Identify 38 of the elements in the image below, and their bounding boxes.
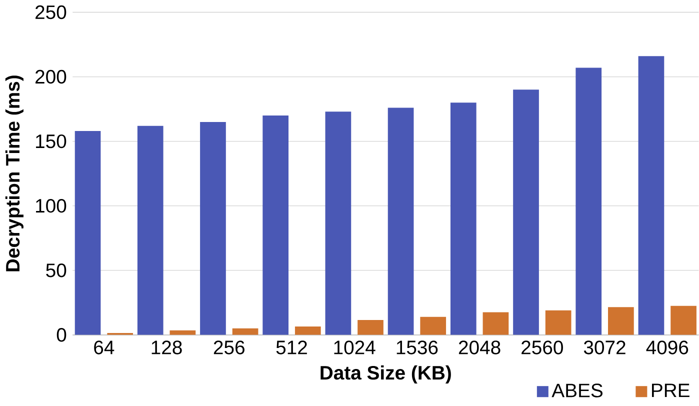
bar: [513, 90, 539, 335]
bar: [420, 316, 446, 335]
bar: [358, 320, 384, 335]
bar: [450, 102, 476, 335]
bar: [545, 310, 572, 335]
x-tick-label: 2560: [522, 340, 563, 354]
x-tick-label: 2048: [458, 340, 500, 354]
y-axis-title: Decryption Time (ms): [5, 76, 24, 272]
x-tick-label: 3072: [584, 340, 626, 354]
x-tick-label: 512: [276, 340, 307, 354]
x-tick-label: 128: [152, 340, 182, 354]
legend-label: ABES: [552, 384, 602, 398]
bar: [482, 312, 509, 335]
x-tick-label: 1536: [396, 340, 438, 354]
x-tick-label: 1024: [334, 340, 376, 354]
bar: [388, 108, 414, 335]
x-tick-label: 64: [94, 340, 114, 354]
x-tick-label: 256: [214, 340, 244, 354]
x-axis-title: Data Size (KB): [320, 365, 451, 384]
bar: [200, 122, 226, 335]
bar: [232, 328, 258, 335]
y-tick-label: 200: [36, 70, 66, 84]
legend-label: PRE: [652, 384, 690, 398]
bar: [137, 126, 164, 335]
bar: [294, 326, 321, 335]
x-tick-label: 4096: [646, 340, 688, 354]
bar: [638, 56, 664, 335]
bar: [74, 130, 101, 335]
y-tick-label: 100: [36, 198, 66, 213]
bar: [262, 115, 289, 335]
bar: [576, 68, 602, 335]
y-tick-label: 50: [46, 263, 66, 278]
y-tick-label: 150: [36, 134, 66, 148]
bar: [325, 112, 352, 335]
bar: [608, 307, 634, 335]
bar: [670, 306, 696, 335]
y-tick-label: 0: [56, 328, 66, 342]
y-tick-label: 250: [36, 5, 66, 20]
